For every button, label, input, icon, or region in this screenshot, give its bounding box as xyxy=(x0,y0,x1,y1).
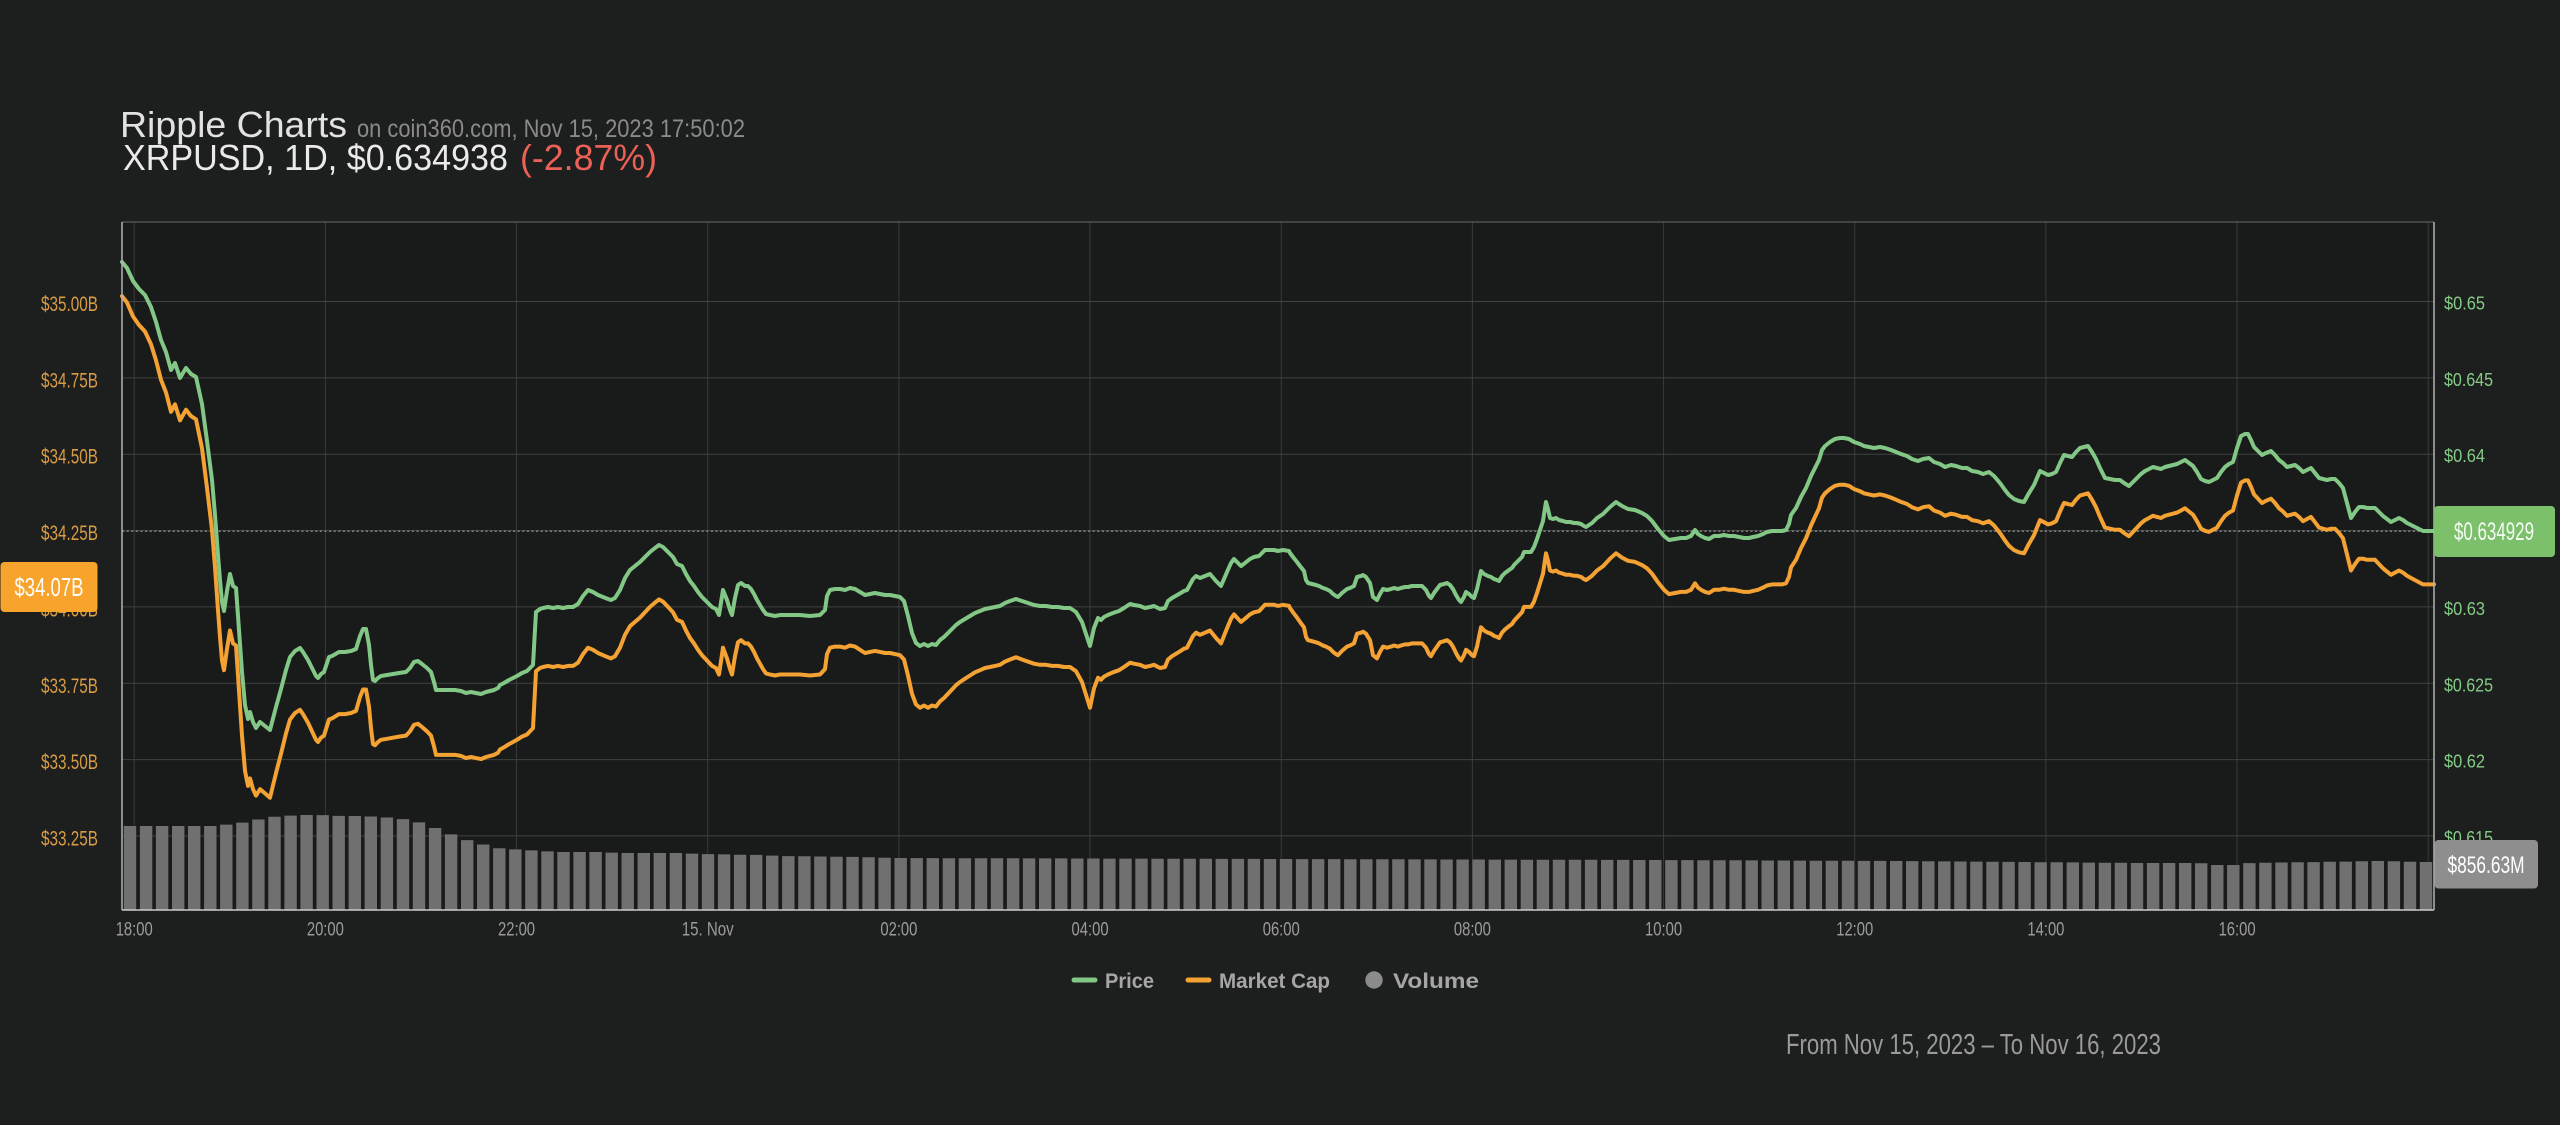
svg-text:10:00: 10:00 xyxy=(1645,920,1682,941)
svg-text:From Nov 15, 2023 – To Nov 16,: From Nov 15, 2023 – To Nov 16, 2023 xyxy=(1786,1029,2161,1061)
svg-text:$0.64: $0.64 xyxy=(2444,446,2485,466)
svg-text:$35.00B: $35.00B xyxy=(41,293,98,316)
svg-text:$33.25B: $33.25B xyxy=(41,827,98,850)
svg-text:$33.75B: $33.75B xyxy=(41,675,98,698)
svg-text:22:00: 22:00 xyxy=(498,920,535,941)
svg-text:04:00: 04:00 xyxy=(1072,920,1109,941)
svg-text:$0.645: $0.645 xyxy=(2444,370,2493,390)
svg-text:on coin360.com, Nov 15, 2023 1: on coin360.com, Nov 15, 2023 17:50:02 xyxy=(357,115,745,143)
svg-text:Volume: Volume xyxy=(1393,970,1479,993)
svg-text:Price: Price xyxy=(1105,970,1154,993)
svg-text:$0.634929: $0.634929 xyxy=(2454,518,2534,546)
svg-text:$34.07B: $34.07B xyxy=(15,572,84,602)
svg-text:$0.625: $0.625 xyxy=(2444,675,2493,695)
svg-text:XRPUSD, 1D, $0.634938: XRPUSD, 1D, $0.634938 xyxy=(123,137,508,178)
svg-text:$0.62: $0.62 xyxy=(2444,752,2485,772)
svg-text:$856.63M: $856.63M xyxy=(2448,852,2525,879)
svg-text:$0.65: $0.65 xyxy=(2444,294,2485,314)
svg-text:$34.75B: $34.75B xyxy=(41,369,98,392)
svg-text:$34.25B: $34.25B xyxy=(41,522,98,545)
svg-text:02:00: 02:00 xyxy=(880,920,917,941)
svg-text:06:00: 06:00 xyxy=(1263,920,1300,941)
svg-text:20:00: 20:00 xyxy=(307,920,344,941)
svg-text:08:00: 08:00 xyxy=(1454,920,1491,941)
svg-text:(-2.87%): (-2.87%) xyxy=(520,137,657,178)
svg-text:Ripple Charts: Ripple Charts xyxy=(120,104,347,145)
svg-text:15. Nov: 15. Nov xyxy=(682,920,734,941)
svg-text:$33.50B: $33.50B xyxy=(41,751,98,774)
svg-text:$0.63: $0.63 xyxy=(2444,599,2485,619)
svg-text:18:00: 18:00 xyxy=(116,920,153,941)
svg-text:16:00: 16:00 xyxy=(2219,920,2256,941)
svg-text:$34.50B: $34.50B xyxy=(41,446,98,469)
svg-text:12:00: 12:00 xyxy=(1836,920,1873,941)
svg-text:14:00: 14:00 xyxy=(2027,920,2064,941)
svg-text:Market Cap: Market Cap xyxy=(1219,970,1330,993)
